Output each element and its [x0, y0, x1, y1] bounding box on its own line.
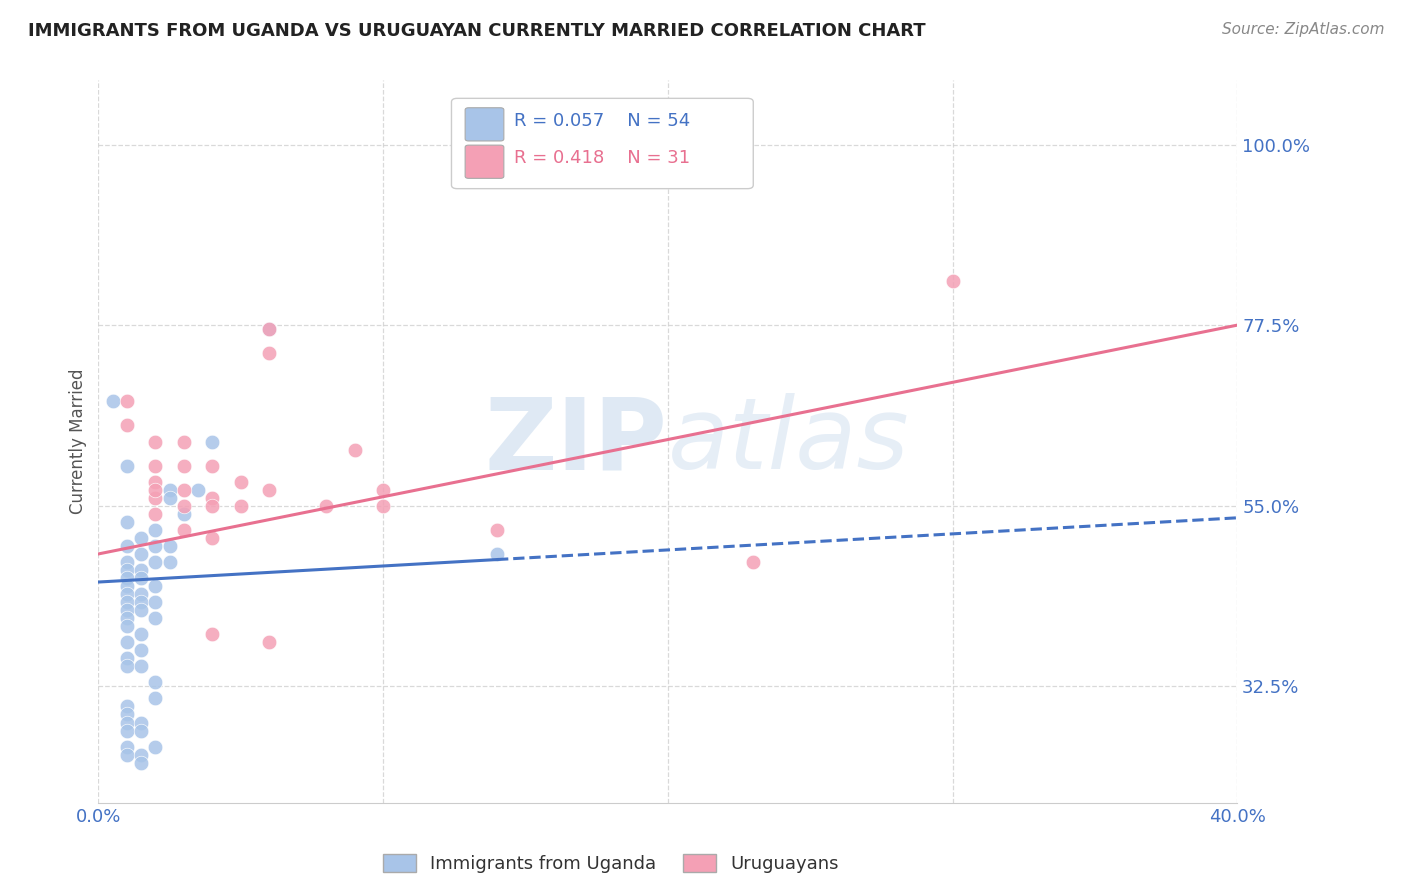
Point	[145, 539, 167, 553]
Point	[145, 458, 167, 473]
Point	[115, 747, 138, 762]
Text: IMMIGRANTS FROM UGANDA VS URUGUAYAN CURRENTLY MARRIED CORRELATION CHART: IMMIGRANTS FROM UGANDA VS URUGUAYAN CURR…	[28, 22, 925, 40]
Point	[115, 579, 138, 593]
Point	[101, 394, 124, 409]
Point	[129, 603, 152, 617]
Point	[115, 418, 138, 433]
Point	[373, 483, 395, 497]
Text: R = 0.418    N = 31: R = 0.418 N = 31	[515, 149, 690, 167]
Point	[159, 491, 181, 505]
Text: R = 0.057    N = 54: R = 0.057 N = 54	[515, 112, 690, 129]
Point	[343, 442, 366, 457]
Point	[129, 747, 152, 762]
Point	[129, 627, 152, 641]
Point	[145, 595, 167, 609]
Point	[115, 635, 138, 649]
Point	[145, 579, 167, 593]
Point	[145, 483, 167, 497]
Point	[145, 523, 167, 537]
Point	[145, 491, 167, 505]
Text: ZIP: ZIP	[485, 393, 668, 490]
Point	[145, 507, 167, 521]
Point	[115, 571, 138, 585]
Point	[159, 483, 181, 497]
Point	[229, 499, 252, 513]
Point	[201, 627, 224, 641]
Point	[201, 491, 224, 505]
Point	[115, 539, 138, 553]
Point	[201, 458, 224, 473]
Text: Source: ZipAtlas.com: Source: ZipAtlas.com	[1222, 22, 1385, 37]
Point	[145, 611, 167, 625]
Point	[742, 555, 765, 569]
Point	[159, 539, 181, 553]
Point	[145, 739, 167, 754]
Point	[259, 483, 281, 497]
Point	[129, 587, 152, 601]
Point	[259, 346, 281, 360]
Point	[129, 643, 152, 657]
FancyBboxPatch shape	[451, 98, 754, 189]
Point	[115, 619, 138, 633]
Point	[129, 756, 152, 770]
Point	[129, 715, 152, 730]
Point	[115, 603, 138, 617]
Point	[129, 531, 152, 545]
Point	[201, 531, 224, 545]
Point	[173, 483, 195, 497]
Point	[173, 523, 195, 537]
Point	[229, 475, 252, 489]
Point	[115, 611, 138, 625]
Point	[129, 659, 152, 673]
Point	[145, 434, 167, 449]
FancyBboxPatch shape	[465, 108, 503, 141]
Point	[115, 515, 138, 529]
Point	[173, 458, 195, 473]
Point	[315, 499, 337, 513]
Point	[129, 547, 152, 561]
Point	[115, 723, 138, 738]
Point	[129, 595, 152, 609]
Point	[115, 659, 138, 673]
Point	[145, 475, 167, 489]
Point	[115, 715, 138, 730]
Point	[129, 571, 152, 585]
Point	[145, 555, 167, 569]
Point	[115, 555, 138, 569]
Point	[115, 563, 138, 577]
Point	[115, 458, 138, 473]
Point	[115, 394, 138, 409]
Point	[159, 555, 181, 569]
Point	[486, 547, 509, 561]
Point	[259, 635, 281, 649]
Point	[145, 691, 167, 706]
Point	[942, 274, 965, 288]
Point	[129, 723, 152, 738]
Point	[115, 587, 138, 601]
Point	[187, 483, 209, 497]
FancyBboxPatch shape	[465, 145, 503, 178]
Point	[173, 507, 195, 521]
Point	[115, 651, 138, 665]
Point	[115, 595, 138, 609]
Point	[173, 499, 195, 513]
Point	[115, 707, 138, 722]
Text: atlas: atlas	[668, 393, 910, 490]
Point	[115, 699, 138, 714]
Point	[486, 523, 509, 537]
Point	[373, 499, 395, 513]
Point	[259, 322, 281, 336]
Legend: Immigrants from Uganda, Uruguayans: Immigrants from Uganda, Uruguayans	[375, 847, 846, 880]
Point	[201, 499, 224, 513]
Point	[145, 675, 167, 690]
Point	[259, 322, 281, 336]
Point	[129, 563, 152, 577]
Point	[201, 434, 224, 449]
Y-axis label: Currently Married: Currently Married	[69, 368, 87, 515]
Point	[173, 434, 195, 449]
Point	[115, 739, 138, 754]
